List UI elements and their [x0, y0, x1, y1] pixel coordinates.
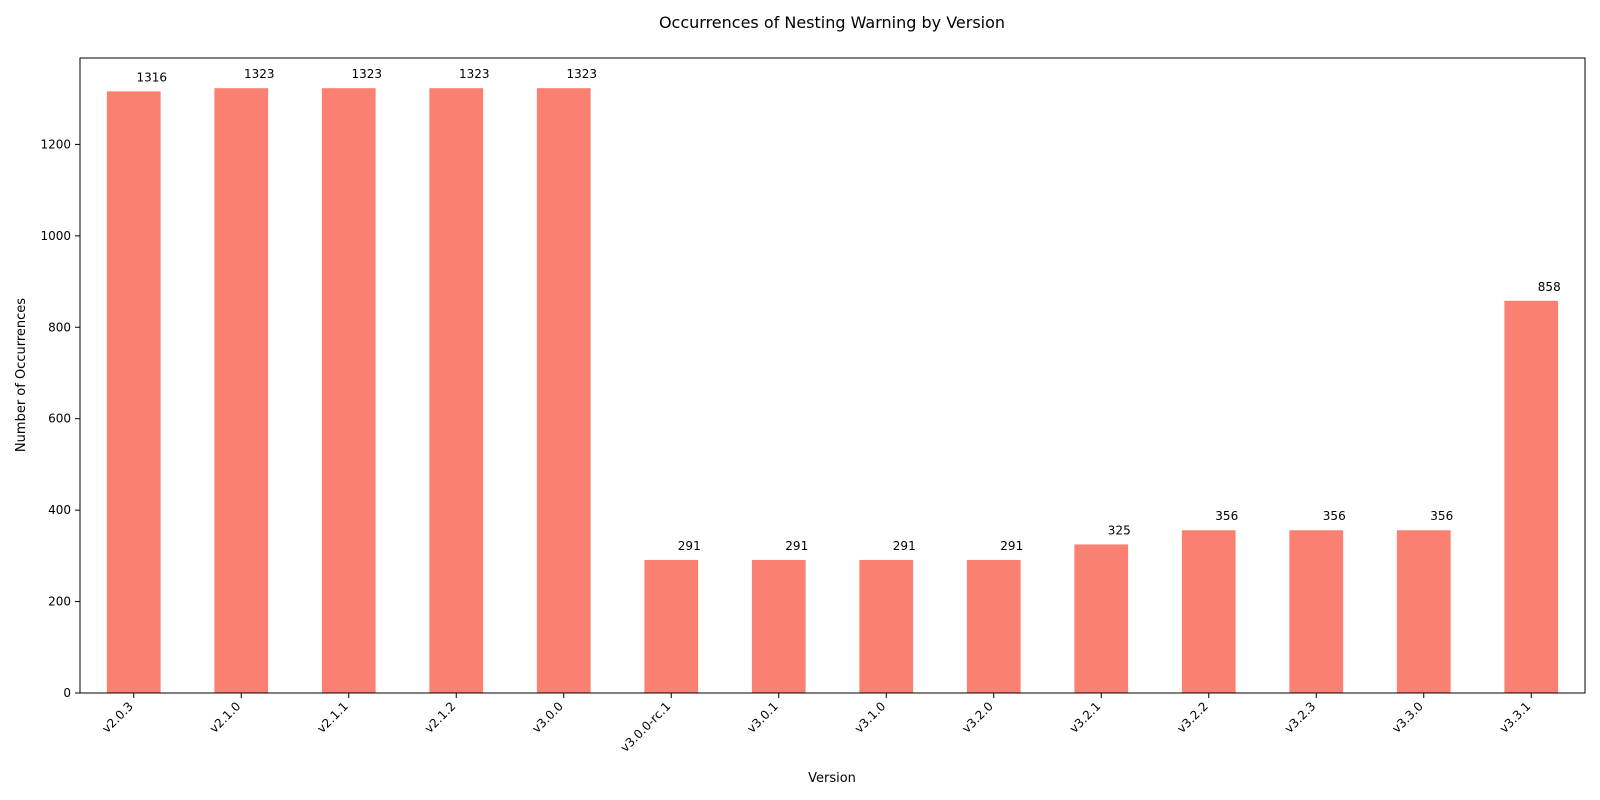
x-tick-label: v2.1.2 [422, 699, 459, 736]
bar-v3.0.0 [536, 88, 591, 693]
x-tick-label: v3.0.1 [744, 699, 781, 736]
x-tick-label: v3.3.1 [1497, 699, 1534, 736]
x-tick-label: v3.2.1 [1067, 699, 1104, 736]
data-label-v3.2.3: 356 [1323, 509, 1346, 523]
data-label-v2.1.1: 1323 [351, 67, 382, 81]
x-tick-label: v3.1.0 [852, 699, 889, 736]
x-tick-label: v3.3.0 [1389, 699, 1426, 736]
data-label-v3.2.2: 356 [1215, 509, 1238, 523]
y-tick-label: 200 [48, 595, 71, 609]
bar-v2.1.0 [214, 88, 269, 693]
plot-frame [79, 57, 1586, 694]
y-tick-label: 1200 [40, 137, 71, 151]
data-label-v3.0.1: 291 [785, 539, 808, 553]
y-axis-label: Number of Occurrences [14, 298, 29, 452]
bar-v3.1.0 [859, 559, 914, 693]
x-tick-label: v3.0.0 [529, 699, 566, 736]
y-tick-label: 1000 [40, 229, 71, 243]
y-tick-label: 600 [48, 412, 71, 426]
data-label-v3.0.0: 1323 [566, 67, 597, 81]
data-label-v2.1.0: 1323 [244, 67, 275, 81]
bar-v3.2.3 [1289, 530, 1344, 693]
y-tick-label: 0 [63, 686, 71, 700]
data-label-v3.3.1: 858 [1538, 280, 1561, 294]
data-label-v2.0.3: 1316 [136, 70, 167, 84]
bars-group [106, 88, 1559, 694]
y-tick-label: 400 [48, 503, 71, 517]
x-axis: v2.0.3 v2.1.0 v2.1.1 v2.1.2 v3.0.0 v3.0.0-rc.… [99, 693, 1533, 755]
x-tick-label: v3.2.3 [1282, 699, 1319, 736]
data-label-v3.2.0: 291 [1000, 539, 1023, 553]
data-label-v2.1.2: 1323 [459, 67, 490, 81]
bar-v3.0.0-rc.1 [644, 559, 699, 693]
data-label-v3.1.0: 291 [893, 539, 916, 553]
bar-v3.2.1 [1074, 544, 1129, 693]
x-tick-label: v3.2.0 [959, 699, 996, 736]
bar-v3.2.2 [1181, 530, 1236, 693]
data-labels-group: 1316 1323 1323 1323 1323 291 291 291 291 325 356 35… [136, 67, 1560, 553]
y-axis: 0 200 400 600 800 1000 1200 [40, 137, 80, 700]
bar-v3.3.1 [1504, 300, 1559, 693]
x-tick-label: v2.1.0 [207, 699, 244, 736]
data-label-v3.0.0-rc.1: 291 [678, 539, 701, 553]
x-tick-label: v3.0.0-rc.1 [618, 699, 674, 755]
data-label-v3.2.1: 325 [1108, 523, 1131, 537]
x-tick-label: v2.0.3 [99, 699, 136, 736]
chart-title: Occurrences of Nesting Warning by Versio… [659, 13, 1005, 32]
bar-v2.1.2 [429, 88, 484, 693]
bar-v3.2.0 [966, 559, 1021, 693]
data-label-v3.3.0: 356 [1430, 509, 1453, 523]
bar-v2.0.3 [106, 91, 161, 694]
bar-v2.1.1 [321, 88, 376, 693]
x-tick-label: v2.1.1 [314, 699, 351, 736]
y-tick-label: 800 [48, 320, 71, 334]
bar-v3.3.0 [1396, 530, 1451, 693]
bar-v3.0.1 [751, 559, 806, 693]
x-axis-label: Version [808, 771, 856, 786]
x-tick-label: v3.2.2 [1174, 699, 1211, 736]
